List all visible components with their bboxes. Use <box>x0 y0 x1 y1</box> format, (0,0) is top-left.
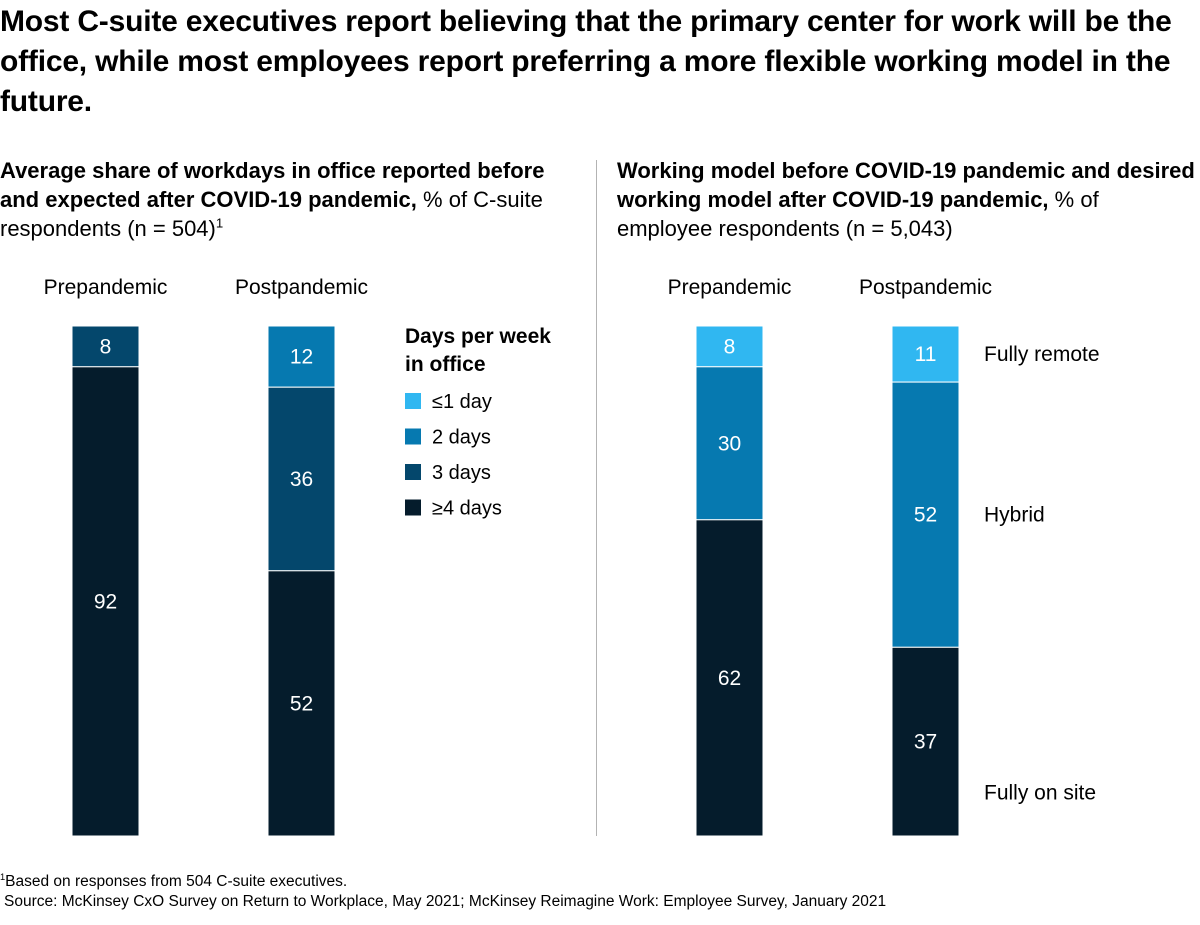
source-note: Source: McKinsey CxO Survey on Return to… <box>4 893 887 910</box>
chart1-data-label-1-2: 36 <box>290 468 313 491</box>
chart1-category-label-1: Postpandemic <box>235 276 368 299</box>
chart2-bar-0-segment-1 <box>695 366 764 521</box>
legend-label-3: ≥4 days <box>432 498 502 520</box>
chart2-data-label-0-0: 8 <box>724 335 736 358</box>
left-subtitle-footnote-mark: 1 <box>215 215 224 231</box>
chart2-data-label-1-2: 37 <box>914 731 937 754</box>
chart1-bar-1-segment-3 <box>267 570 336 837</box>
chart2-series-label-2: Fully on site <box>984 782 1096 805</box>
chart2-category-label-0: Prepandemic <box>668 276 792 299</box>
chart1-data-label-1-1: 12 <box>290 346 313 369</box>
chart1-bar-1-segment-1 <box>267 325 336 388</box>
right-subtitle-bold: Working model before COVID-19 pandemic a… <box>617 158 1195 212</box>
legend-label-2: 3 days <box>432 462 491 484</box>
chart1-bar-1-segment-2 <box>267 386 336 572</box>
chart2-data-label-1-0: 11 <box>915 343 937 366</box>
panel-divider <box>596 160 597 836</box>
chart2-bar-0-segment-0 <box>695 325 764 368</box>
chart1-category-label-0: Prepandemic <box>44 276 168 299</box>
chart1-data-label-1-3: 52 <box>290 692 313 715</box>
legend-title-line-1: Days per week <box>405 325 551 348</box>
left-subtitle-bold: Average share of workdays in office repo… <box>0 158 545 212</box>
legend-label-1: 2 days <box>432 427 491 449</box>
chart2-series-label-1: Hybrid <box>984 504 1045 527</box>
right-subtitle-normal: % of employee respondents (n = 5,043) <box>617 187 1099 241</box>
chart2-series-label-0: Fully remote <box>984 343 1100 366</box>
footnote-1: 1Based on responses from 504 C-suite exe… <box>0 872 347 892</box>
left-panel-subtitle: Average share of workdays in office repo… <box>0 156 580 243</box>
chart2-data-label-0-1: 30 <box>718 432 741 455</box>
chart2-data-label-1-1: 52 <box>914 504 937 527</box>
chart2-data-label-0-2: 62 <box>718 667 741 690</box>
footnote-1-text: Based on responses from 504 C-suite exec… <box>5 873 348 890</box>
chart1-data-label-0-3: 92 <box>94 590 117 613</box>
footnote-1-mark: 1 <box>0 871 6 882</box>
chart1-data-label-0-2: 8 <box>100 335 112 358</box>
left-subtitle-normal: % of C-suite respondents (n = 504) <box>0 187 543 241</box>
chart2-category-label-1: Postpandemic <box>859 276 992 299</box>
legend-swatch-2 <box>405 464 421 480</box>
chart2-bar-1-segment-2 <box>891 646 960 837</box>
chart1-bar-0-segment-3 <box>71 366 140 837</box>
chart2-bar-0-segment-2 <box>695 519 764 837</box>
legend-swatch-1 <box>405 428 421 445</box>
legend-title-line-2: in office <box>405 353 486 376</box>
legend-swatch-0 <box>405 393 421 409</box>
right-panel-subtitle: Working model before COVID-19 pandemic a… <box>617 156 1200 243</box>
legend-label-0: ≤1 day <box>432 391 492 413</box>
chart-title: Most C-suite executives report believing… <box>0 5 1172 118</box>
legend-swatch-3 <box>405 499 421 516</box>
